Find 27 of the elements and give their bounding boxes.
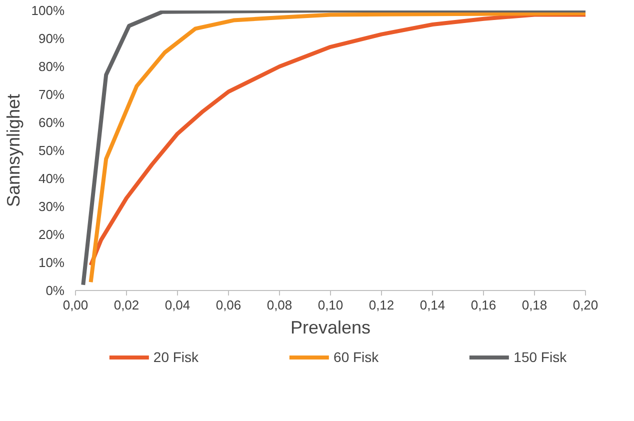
y-tick-label: 60% [38, 115, 65, 130]
legend-label: 150 Fisk [514, 349, 567, 365]
y-tick-label: 50% [38, 143, 65, 158]
y-tick-label: 10% [38, 255, 65, 270]
y-tick-label: 70% [38, 87, 65, 102]
x-tick-label: 0,04 [164, 298, 190, 312]
y-tick-label: 20% [38, 227, 65, 242]
y-axis-title: Sannsynlighet [3, 94, 24, 208]
y-tick-label: 80% [38, 59, 65, 74]
x-tick-label: 0,00 [62, 298, 88, 312]
x-tick-label: 0,10 [318, 298, 344, 312]
x-tick-label: 0,18 [522, 298, 548, 312]
y-tick-label: 40% [38, 171, 65, 186]
x-tick-label: 0,08 [266, 298, 292, 312]
y-tick-label: 100% [31, 3, 65, 18]
legend-label: 20 Fisk [153, 349, 199, 365]
y-tick-label: 30% [38, 199, 65, 214]
x-tick-label: 0,06 [216, 298, 242, 312]
y-tick-label: 90% [38, 31, 65, 46]
x-tick-label: 0,12 [368, 298, 394, 312]
x-axis-title: Prevalens [290, 318, 371, 338]
legend-label: 60 Fisk [334, 349, 379, 365]
y-tick-label: 0% [46, 283, 65, 298]
x-tick-label: 0,14 [420, 298, 446, 312]
x-tick-label: 0,20 [572, 298, 598, 312]
x-tick-label: 0,16 [470, 298, 496, 312]
x-tick-label: 0,02 [114, 298, 140, 312]
